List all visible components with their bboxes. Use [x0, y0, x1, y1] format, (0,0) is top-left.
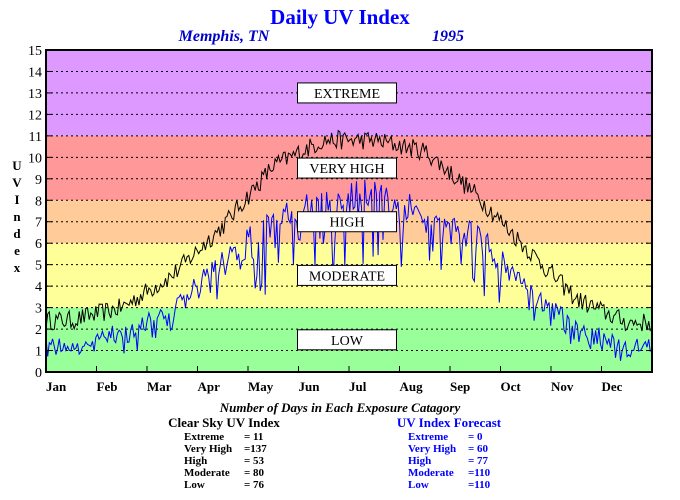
y-tick-label: 12 [28, 108, 42, 123]
category-box [297, 211, 397, 233]
clear-sky-veryhigh-label: Very High [184, 443, 232, 455]
clear-sky-summary: Clear Sky UV Index Extreme = 11 Very Hig… [168, 415, 280, 491]
chart-year: 1995 [432, 28, 464, 45]
y-tick-label: 0 [35, 366, 42, 381]
x-tick-label: Dec [602, 379, 623, 394]
clear-sky-title: Clear Sky UV Index [168, 415, 280, 430]
y-axis-label-letter: n [13, 209, 21, 224]
y-tick-label: 1 [35, 345, 42, 360]
clear-sky-high-label: High [184, 455, 207, 467]
category-box [297, 264, 397, 286]
x-tick-label: Apr [198, 379, 221, 394]
forecast-moderate-value: =110 [468, 467, 491, 479]
y-axis-label-letter: I [14, 192, 19, 207]
forecast-veryhigh-label: Very High [408, 443, 456, 455]
forecast-veryhigh-value: = 60 [468, 443, 489, 455]
y-axis-label-letter: e [14, 243, 20, 258]
clear-sky-veryhigh-value: =137 [244, 443, 267, 455]
clear-sky-extreme-label: Extreme [184, 431, 224, 443]
forecast-summary: UV Index Forecast Extreme = 0 Very High … [397, 415, 502, 491]
clear-sky-low-label: Low [184, 479, 205, 491]
x-tick-label: Mar [147, 379, 172, 394]
summary-caption: Number of Days in Each Exposure Catagory [219, 400, 461, 415]
forecast-extreme-value: = 0 [468, 431, 483, 443]
y-tick-label: 14 [28, 65, 42, 80]
forecast-high-label: High [408, 455, 431, 467]
clear-sky-high-value: = 53 [244, 455, 265, 467]
forecast-low-label: Low [408, 479, 429, 491]
category-label-extreme: EXTREME [314, 87, 380, 102]
y-axis-label-letter: d [13, 226, 21, 241]
category-labels: LOW MODERATE HIGH VERY HIGH EXTREME [297, 82, 397, 351]
y-tick-label: 6 [35, 237, 42, 252]
forecast-extreme-label: Extreme [408, 431, 448, 443]
forecast-high-value: = 77 [468, 455, 489, 467]
y-tick-label: 10 [28, 151, 42, 166]
x-tick-label: May [248, 379, 274, 394]
clear-sky-moderate-label: Moderate [184, 467, 230, 479]
x-tick-label: Feb [97, 379, 118, 394]
chart-location: Memphis, TN [178, 28, 271, 45]
y-tick-label: 8 [35, 194, 42, 209]
x-tick-label: Oct [501, 379, 522, 394]
y-tick-label: 9 [35, 173, 42, 188]
x-tick-label: Nov [551, 379, 574, 394]
forecast-low-value: =110 [468, 479, 491, 491]
y-tick-label: 4 [35, 280, 42, 295]
grid-lines [46, 70, 652, 352]
category-box [297, 329, 397, 351]
x-axis-months: Jan Feb Mar Apr May Jun Jul Aug Sep Oct Nov Dec [46, 366, 623, 394]
category-box [297, 157, 397, 179]
y-tick-label: 7 [35, 216, 42, 231]
chart-title: Daily UV Index [270, 5, 410, 29]
y-tick-label: 2 [35, 323, 42, 338]
x-tick-label: Jan [46, 379, 67, 394]
y-axis-label-letter: U [12, 158, 22, 173]
x-tick-label: Jun [299, 379, 321, 394]
x-tick-label: Sep [450, 379, 470, 394]
y-tick-label: 13 [28, 87, 42, 102]
y-axis-label-letter: V [12, 175, 22, 190]
category-label-low: LOW [331, 334, 364, 349]
category-label-very-high: VERY HIGH [309, 162, 384, 177]
category-box [297, 82, 397, 104]
x-tick-label: Aug [400, 379, 424, 394]
forecast-title: UV Index Forecast [397, 415, 502, 430]
series-line-forecast [45, 179, 651, 361]
clear-sky-low-value: = 76 [244, 479, 265, 491]
clear-sky-extreme-value: = 11 [244, 431, 263, 443]
series-lines [45, 129, 651, 361]
y-axis-label-letter: x [14, 260, 21, 275]
category-label-moderate: MODERATE [309, 269, 385, 284]
clear-sky-moderate-value: = 80 [244, 467, 265, 479]
series-line-clear-sky [45, 129, 651, 332]
y-tick-label: 15 [28, 44, 42, 59]
y-tick-label: 5 [35, 259, 42, 274]
y-tick-label: 11 [29, 130, 42, 145]
y-tick-label: 3 [35, 302, 42, 317]
x-tick-label: Jul [349, 379, 367, 394]
forecast-moderate-label: Moderate [408, 467, 454, 479]
category-label-high: HIGH [330, 216, 365, 231]
